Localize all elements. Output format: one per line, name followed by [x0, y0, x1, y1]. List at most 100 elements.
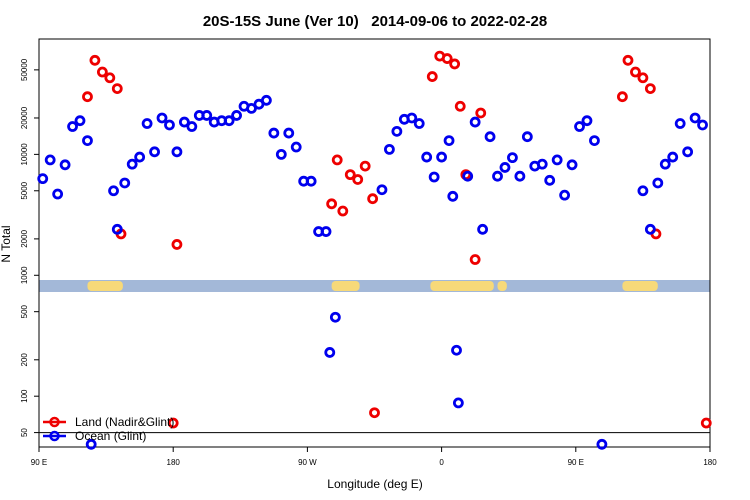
x-tick-label: 180: [703, 458, 717, 467]
land-point: [616, 91, 628, 103]
ocean-point: [290, 141, 302, 153]
land-point: [469, 254, 481, 265]
legend-land-marker: [49, 416, 60, 428]
ocean-point: [462, 170, 474, 182]
y-tick-label: 2000: [20, 229, 29, 247]
land-point: [475, 107, 487, 119]
y-tick-label: 1000: [20, 266, 29, 284]
ocean-point: [521, 131, 533, 143]
ocean-point: [82, 135, 93, 146]
y-tick-label: 100: [20, 389, 29, 403]
land-segment: [87, 281, 123, 291]
ocean-point: [574, 121, 585, 132]
ocean-point: [436, 151, 448, 163]
ocean-point: [682, 146, 694, 158]
land-point: [369, 407, 380, 419]
land-point: [82, 91, 93, 103]
ocean-point: [67, 121, 78, 132]
ocean-point: [581, 115, 593, 127]
ocean-point: [492, 170, 503, 182]
ocean-point: [452, 397, 464, 409]
ocean-point: [551, 154, 563, 166]
x-axis-title: Longitude (deg E): [327, 477, 422, 491]
land-point: [637, 72, 649, 84]
x-tick-label: 90 W: [298, 458, 317, 467]
ocean-point: [164, 119, 175, 131]
ocean-point: [231, 110, 242, 121]
land-point: [700, 417, 712, 429]
ocean-point: [275, 148, 287, 160]
ocean-point: [111, 223, 123, 235]
ocean-point: [697, 119, 708, 131]
ocean-point: [201, 110, 213, 121]
ocean-point: [126, 158, 138, 170]
ocean-point: [596, 438, 608, 450]
y-tick-label: 20000: [20, 106, 29, 129]
x-tick-label: 0: [439, 458, 444, 467]
ocean-point: [178, 116, 190, 128]
ocean-point: [324, 347, 336, 358]
ocean-point: [268, 127, 280, 139]
land-point: [359, 160, 371, 172]
ocean-point: [59, 159, 71, 171]
x-tick-label: 90 E: [568, 458, 584, 467]
ocean-point: [589, 135, 600, 146]
ocean-point: [689, 112, 701, 124]
ocean-point: [223, 115, 235, 127]
land-segment: [331, 281, 360, 291]
ocean-point: [52, 188, 64, 200]
land-point: [367, 193, 379, 205]
ocean-point: [514, 170, 526, 182]
ocean-point: [413, 118, 425, 129]
ocean-point: [186, 121, 198, 132]
y-axis: 50 100 200 500 1000 2000 5000 10000 20000 50000: [20, 58, 39, 437]
y-axis-title: N Total: [0, 225, 13, 262]
ocean-point: [376, 184, 388, 196]
legend-ocean-label: Ocean (Glint): [75, 429, 146, 443]
ocean-point: [499, 162, 511, 173]
ocean-point: [246, 103, 257, 114]
ocean-point: [37, 173, 49, 185]
ocean-point: [484, 131, 496, 143]
ocean-point: [260, 94, 272, 106]
ocean-point: [421, 151, 433, 163]
data-points: [37, 50, 712, 450]
ocean-band: [39, 280, 710, 292]
land-point: [630, 66, 641, 78]
land-point: [326, 198, 338, 210]
ocean-point: [141, 118, 153, 129]
y-tick-label: 200: [20, 353, 29, 367]
plot-frame: [38, 38, 711, 448]
ocean-point: [443, 135, 455, 146]
ocean-point: [305, 175, 317, 187]
land-point: [89, 54, 101, 66]
ocean-point: [329, 311, 341, 323]
legend: Land (Nadir&Glint) Ocean (Glint): [43, 415, 174, 443]
ocean-point: [74, 115, 86, 127]
ocean-point: [119, 177, 131, 189]
ocean-point: [156, 112, 168, 124]
ocean-point: [391, 125, 403, 137]
ocean-point: [134, 151, 146, 163]
ocean-point: [644, 223, 656, 235]
land-point: [644, 83, 656, 94]
land-point: [344, 169, 356, 181]
ocean-point: [85, 438, 97, 450]
ocean-point: [384, 143, 395, 155]
land-point: [426, 71, 438, 82]
ocean-point: [544, 174, 556, 186]
ocean-point: [469, 116, 481, 128]
ocean-point: [652, 177, 664, 189]
x-tick-label: 90 E: [31, 458, 47, 467]
chart-title: 20S-15S June (Ver 10) 2014-09-06 to 2022…: [203, 13, 547, 30]
land-point: [449, 58, 461, 70]
ocean-point: [447, 190, 459, 202]
land-point: [622, 54, 634, 66]
ocean-point: [659, 158, 671, 170]
x-axis: 90 E 180 90 W 0 90 E 180: [31, 447, 717, 467]
ocean-point: [108, 185, 119, 197]
ocean-point: [507, 152, 518, 164]
ocean-point: [171, 146, 183, 158]
y-tick-label: 5000: [20, 181, 29, 199]
